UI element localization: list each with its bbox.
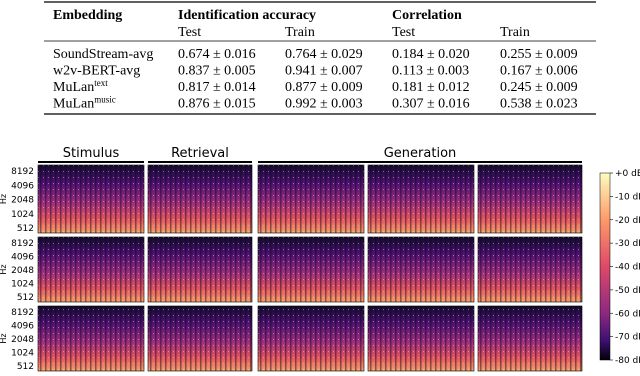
table-cell: 0.877 ± 0.009 — [285, 80, 363, 95]
spectrogram-texture — [147, 236, 253, 303]
colorbar-label: -80 dB — [615, 356, 640, 366]
spectrogram-texture — [477, 236, 583, 303]
table-cell: 0.245 ± 0.009 — [500, 80, 578, 95]
table-cell: 0.764 ± 0.029 — [285, 47, 363, 62]
sub-header: Test — [178, 25, 201, 40]
table-cell: 0.674 ± 0.016 — [178, 47, 256, 62]
spectrogram-texture — [37, 236, 145, 303]
table-cell: 0.184 ± 0.020 — [392, 47, 470, 62]
y-tick-label: 4096 — [11, 253, 34, 263]
y-tick-label: 8192 — [11, 239, 34, 249]
colorbar-label: -40 dB — [615, 263, 640, 273]
y-tick-label: 4096 — [11, 322, 34, 332]
colorbar-label: -30 dB — [615, 239, 640, 249]
spectrogram-texture — [367, 236, 475, 303]
y-tick-label: 2048 — [11, 335, 34, 345]
column-header: Embedding — [53, 8, 122, 23]
colorbar-label: -70 dB — [615, 333, 640, 343]
table-cell: 0.167 ± 0.006 — [500, 64, 578, 79]
y-tick-label: 1024 — [11, 349, 34, 359]
y-tick-label: 512 — [17, 362, 34, 372]
spectrogram-texture — [477, 305, 583, 372]
spectrogram-texture — [147, 305, 253, 372]
row-superscript: text — [94, 78, 108, 88]
sub-header: Train — [500, 25, 530, 40]
table-cell: 0.113 ± 0.003 — [392, 64, 469, 79]
table-cell: 0.941 ± 0.007 — [285, 64, 363, 79]
colorbar-label: +0 dB — [615, 169, 640, 179]
column-header: Correlation — [392, 8, 462, 23]
y-tick-label: 8192 — [11, 308, 34, 318]
row-label: SoundStream-avg — [53, 47, 153, 62]
row-label: MuLanmusic — [53, 95, 116, 112]
row-name: w2v-BERT-avg — [53, 64, 140, 79]
spectrogram-texture — [257, 164, 365, 234]
row-name: SoundStream-avg — [53, 47, 153, 62]
y-axis-label: Hz — [0, 264, 8, 274]
row-name: MuLan — [53, 97, 94, 112]
y-tick-label: 2048 — [11, 196, 34, 206]
row-superscript: music — [94, 95, 116, 105]
y-tick-label: 1024 — [11, 210, 34, 220]
y-tick-label: 512 — [17, 293, 34, 303]
y-tick-label: 4096 — [11, 181, 34, 191]
y-axis-label: Hz — [0, 333, 8, 343]
table-cell: 0.992 ± 0.003 — [285, 97, 363, 112]
spectrogram-texture — [257, 305, 365, 372]
spectrogram-texture — [367, 305, 475, 372]
row-name: MuLan — [53, 80, 94, 95]
y-tick-label: 2048 — [11, 266, 34, 276]
spectrogram-texture — [147, 164, 253, 234]
y-tick-label: 512 — [17, 224, 34, 234]
group-label: Retrieval — [171, 146, 229, 161]
sub-header: Train — [285, 25, 315, 40]
colorbar — [599, 172, 611, 361]
table-cell: 0.307 ± 0.016 — [392, 97, 470, 112]
column-header: Identification accuracy — [178, 8, 316, 23]
colorbar-label: -20 dB — [615, 216, 640, 226]
colorbar-label: -10 dB — [615, 192, 640, 202]
spectrogram-texture — [257, 236, 365, 303]
table-cell: 0.837 ± 0.005 — [178, 64, 256, 79]
group-label: Generation — [384, 146, 457, 161]
table-cell: 0.538 ± 0.023 — [500, 97, 578, 112]
y-axis-label: Hz — [0, 194, 8, 204]
sub-header: Test — [392, 25, 415, 40]
spectrogram-texture — [367, 164, 475, 234]
table-cell: 0.181 ± 0.012 — [392, 80, 470, 95]
table-cell: 0.255 ± 0.009 — [500, 47, 578, 62]
table-cell: 0.817 ± 0.014 — [178, 80, 256, 95]
y-tick-label: 1024 — [11, 280, 34, 290]
group-label: Stimulus — [63, 146, 120, 161]
row-label: MuLantext — [53, 78, 108, 95]
table-cell: 0.876 ± 0.015 — [178, 97, 256, 112]
spectrogram-texture — [477, 164, 583, 234]
spectrogram-texture — [37, 305, 145, 372]
colorbar-label: -60 dB — [615, 309, 640, 319]
row-label: w2v-BERT-avg — [53, 64, 140, 79]
spectrogram-texture — [37, 164, 145, 234]
colorbar-label: -50 dB — [615, 286, 640, 296]
y-tick-label: 8192 — [11, 167, 34, 177]
